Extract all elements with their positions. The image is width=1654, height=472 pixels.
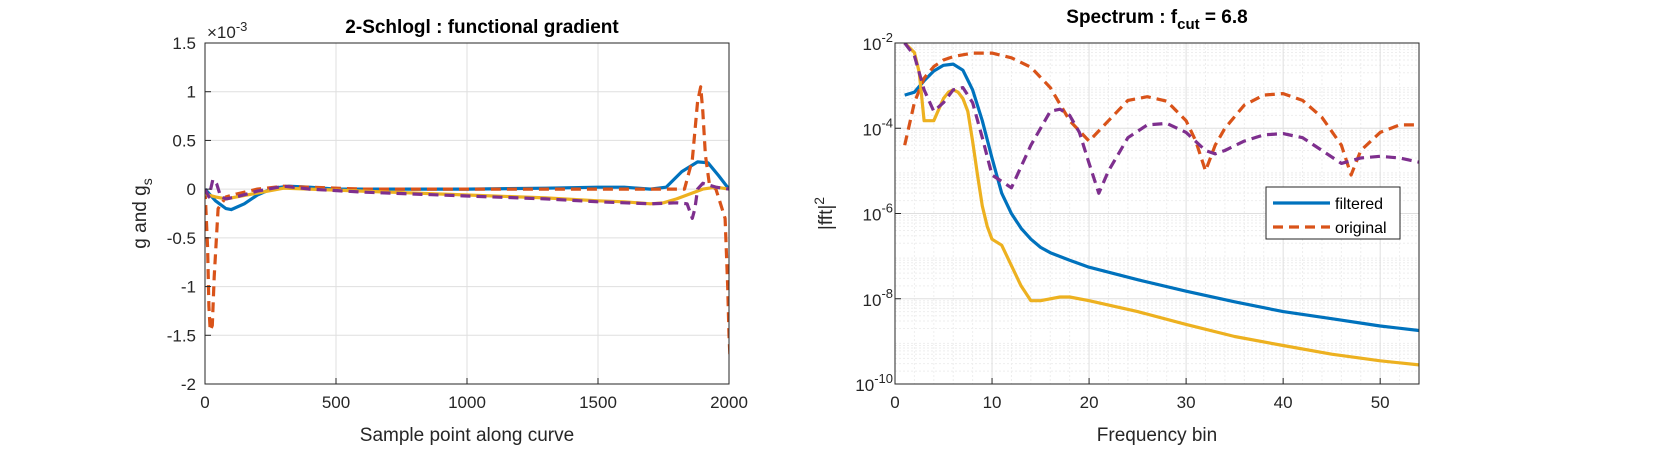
y-axis-label-main: |fft| [816, 205, 837, 230]
chart-title: 2-Schlogl : functional gradient [345, 17, 619, 38]
x-tick-label: 20 [1080, 393, 1099, 412]
x-tick-label: 500 [322, 393, 350, 412]
y-axis-label: |fft|2 [811, 197, 837, 230]
y-axis-label-superscript: 2 [811, 197, 827, 205]
legend-label-filtered: filtered [1335, 196, 1383, 213]
series-line-0 [904, 62, 1419, 333]
x-tick-label: 2000 [710, 393, 748, 412]
x-tick-label: 10 [983, 393, 1002, 412]
chart-title-suffix: = 6.8 [1200, 7, 1248, 28]
right-chart: 0 10 20 30 40 5010-1010-810-610-410-2Spectrum… [811, 7, 1420, 446]
series-line-2 [903, 43, 1419, 367]
legend-label-original: original [1335, 220, 1387, 237]
y-tick-label: 10-2 [863, 30, 893, 54]
chart-title: Spectrum : fcut = 6.8 [1066, 7, 1247, 33]
y-exponent-label: ×10-3 [207, 19, 247, 42]
y-tick-power: -2 [881, 30, 893, 45]
y-tick-label: 10-4 [863, 115, 893, 139]
x-tick-label: 0 [200, 393, 209, 412]
x-axis-label: Sample point along curve [360, 425, 574, 446]
left-chart: 0 500 1000 1500 2000 -2 -1.5 -1 -0.5 0 0.5 1 1.5 ×10-… [130, 17, 748, 446]
x-tick-label: 40 [1274, 393, 1293, 412]
y-axis-label: g and gs [130, 178, 155, 248]
y-axis-label-main: g and g [130, 185, 151, 248]
y-tick-power: -8 [881, 286, 893, 301]
y-tick-base: 10 [863, 120, 882, 139]
x-tick-label: 30 [1177, 393, 1196, 412]
legend-box [1265, 186, 1401, 240]
x-tick-label: 50 [1371, 393, 1390, 412]
series-line-3 [903, 43, 1419, 195]
x-tick-label: 1000 [448, 393, 486, 412]
series-line-1 [205, 85, 729, 365]
series-line-1 [903, 51, 1419, 177]
y-tick-label: 10-6 [863, 201, 893, 225]
y-tick-base: 10 [855, 376, 874, 395]
y-tick-base: 10 [863, 35, 882, 54]
x-axis-label: Frequency bin [1097, 425, 1217, 446]
x-tick-label: 0 [890, 393, 899, 412]
chart-title-subscript: cut [1177, 16, 1200, 33]
y-axis-label-subscript: s [139, 178, 155, 185]
y-tick-label: 0.5 [172, 131, 196, 150]
y-tick-power: -6 [881, 201, 893, 216]
y-tick-label: 10-10 [855, 371, 893, 395]
y-tick-base: 10 [863, 206, 882, 225]
y-exponent-base: ×10 [207, 23, 236, 42]
y-tick-label: 1 [187, 83, 196, 102]
y-tick-label: 0 [187, 180, 196, 199]
y-tick-label: 1.5 [172, 34, 196, 53]
legend: filtered original [1265, 186, 1401, 240]
y-tick-power: -10 [874, 371, 893, 386]
y-tick-power: -4 [881, 115, 893, 130]
y-tick-label: -2 [181, 375, 196, 394]
chart-title-main: Spectrum : f [1066, 7, 1178, 28]
y-tick-base: 10 [863, 291, 882, 310]
y-tick-label: 10-8 [863, 286, 893, 310]
y-tick-label: -0.5 [167, 229, 196, 248]
y-tick-label: -1 [181, 278, 196, 297]
y-exponent-power: -3 [236, 19, 248, 34]
x-tick-label: 1500 [579, 393, 617, 412]
y-tick-label: -1.5 [167, 326, 196, 345]
